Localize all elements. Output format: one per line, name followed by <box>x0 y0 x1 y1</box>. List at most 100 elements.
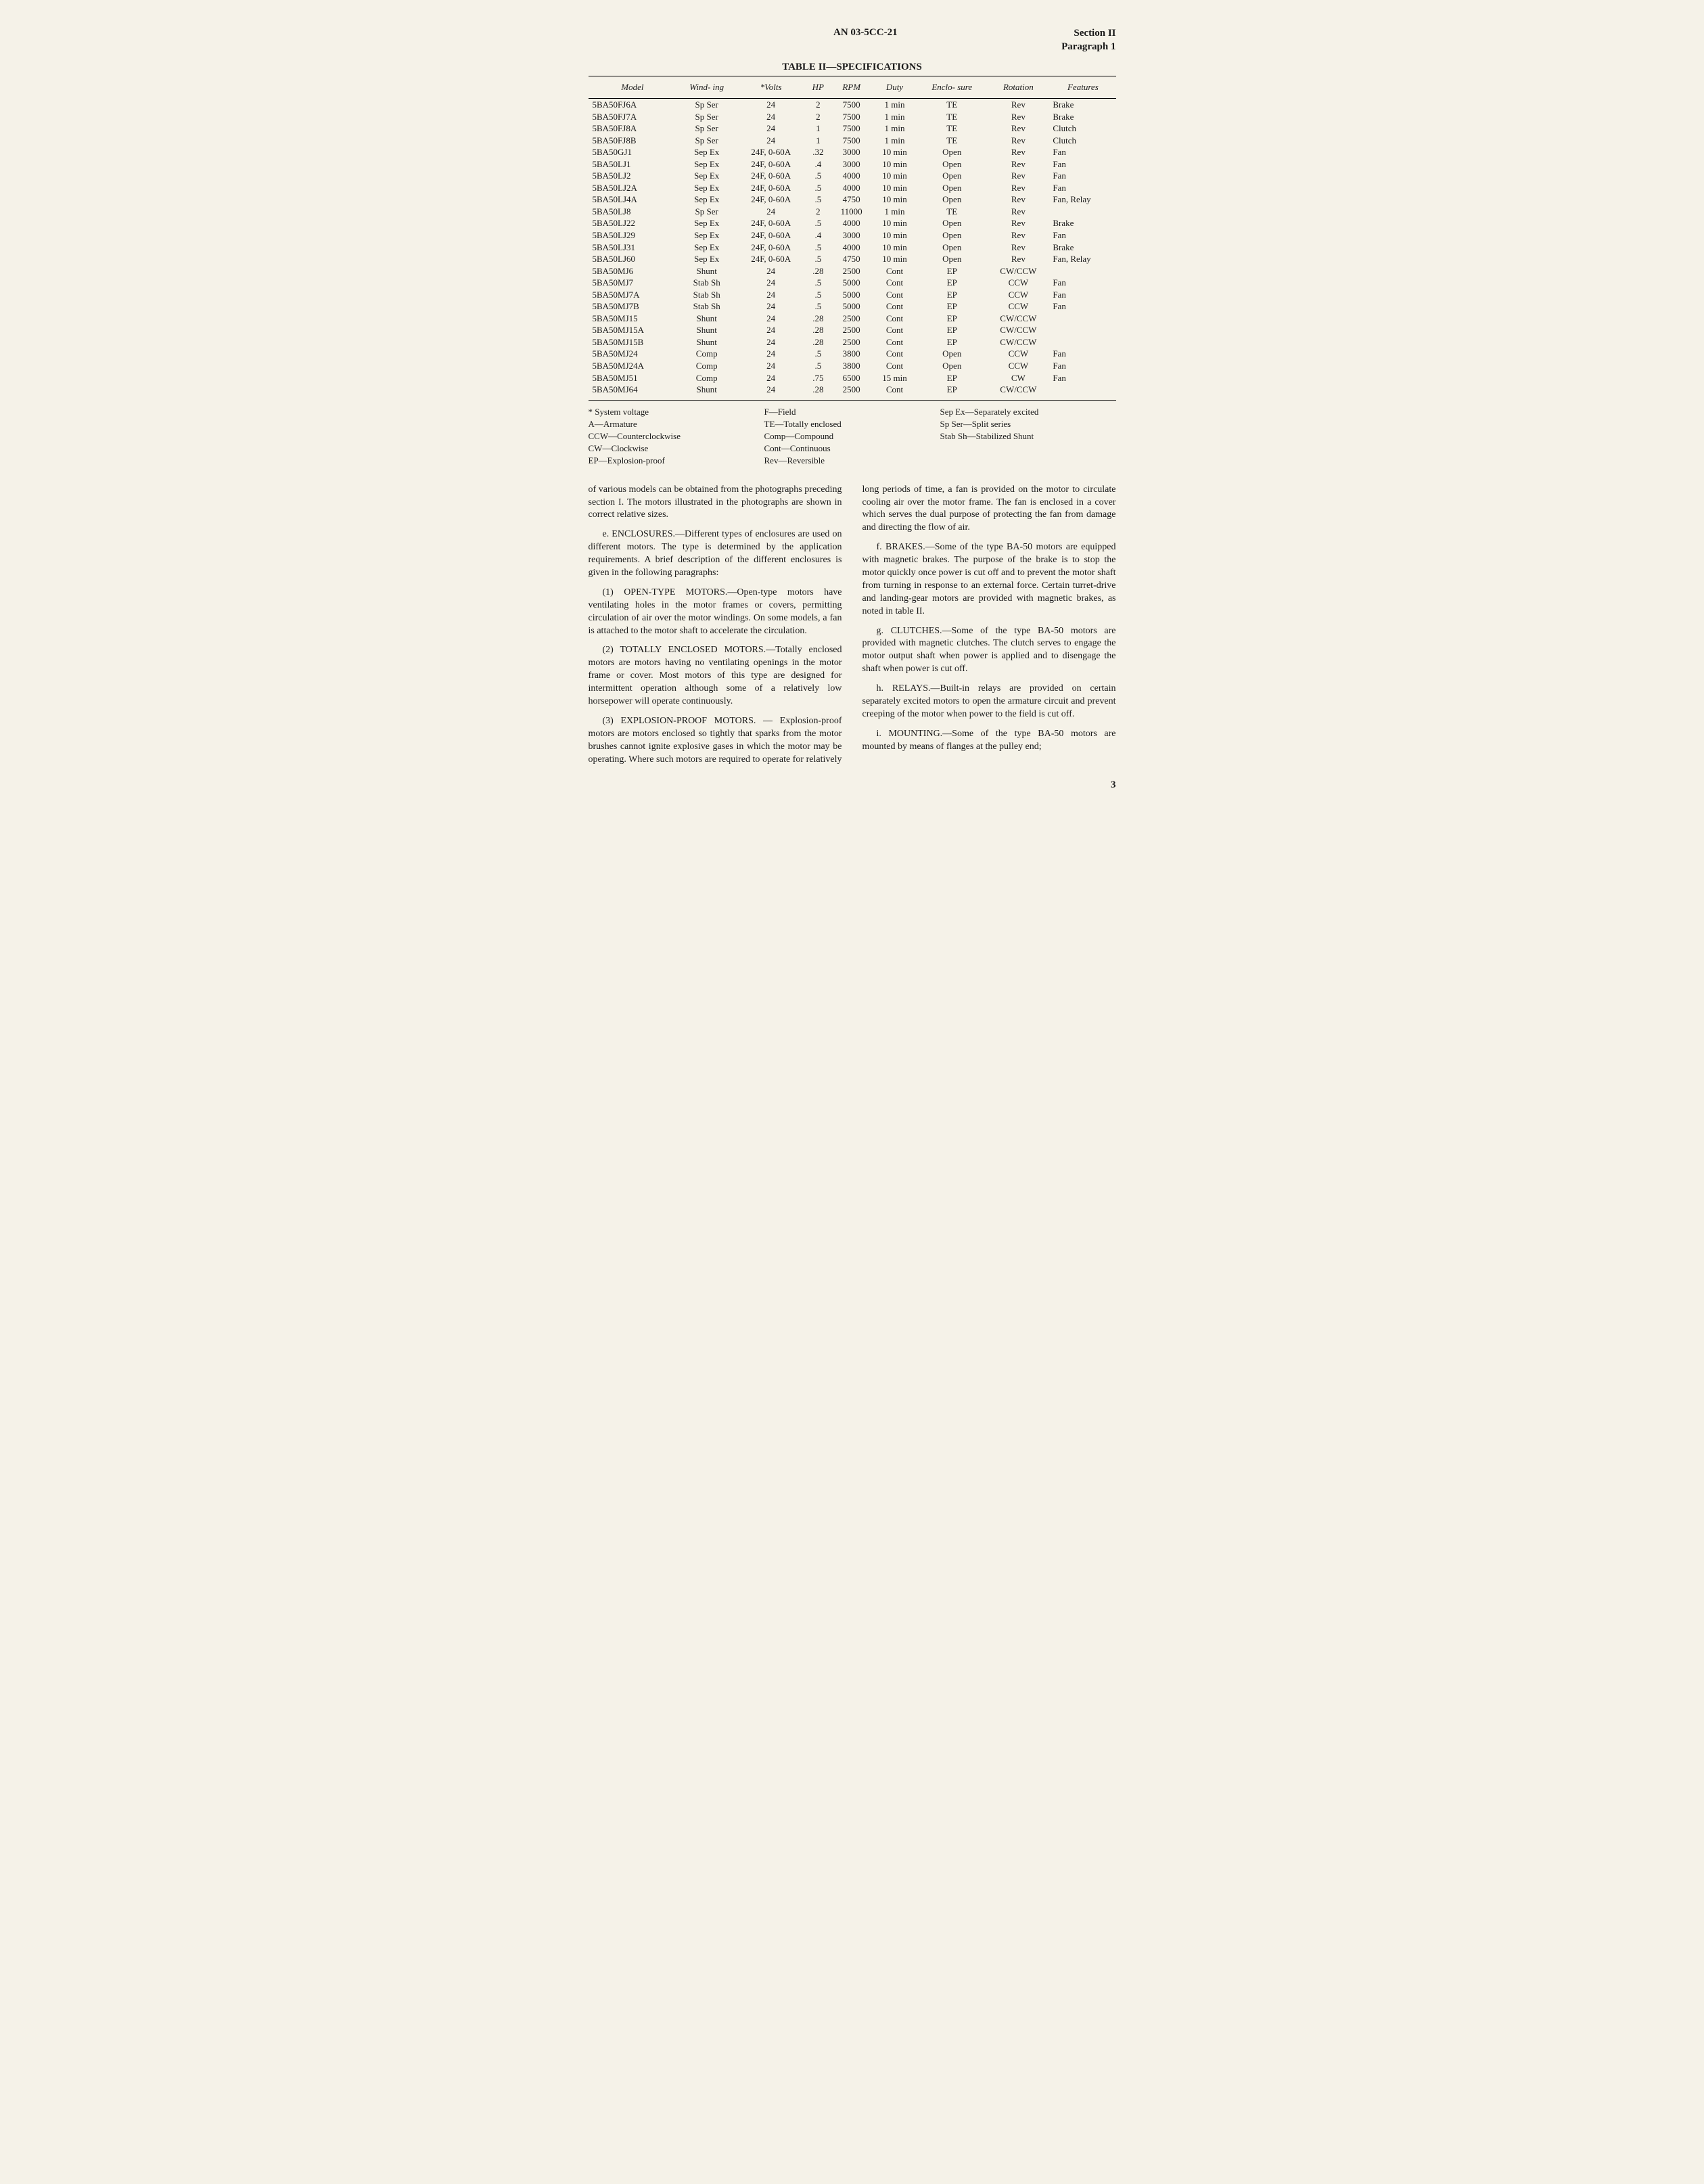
table-cell: 5BA50GJ1 <box>589 146 677 158</box>
table-cell: 5BA50LJ22 <box>589 217 677 229</box>
table-cell: Cont <box>872 313 917 325</box>
table-cell: Stab Sh <box>676 300 737 313</box>
table-row: 5BA50MJ15BShunt24.282500ContEPCW/CCW <box>589 336 1116 348</box>
table-cell: EP <box>917 289 986 301</box>
legend-item: F—Field <box>764 406 940 418</box>
table-cell: .75 <box>805 372 831 384</box>
table-cell: 24F, 0-60A <box>737 146 805 158</box>
para-relays: h. RELAYS.—Built-in relays are provided … <box>862 683 1116 721</box>
table-cell: 1 min <box>872 122 917 135</box>
table-cell: 10 min <box>872 170 917 182</box>
table-cell: Fan <box>1050 146 1115 158</box>
table-cell: 5BA50FJ8B <box>589 135 677 147</box>
table-cell: 5BA50FJ6A <box>589 99 677 111</box>
legend-item: TE—Totally enclosed <box>764 418 940 430</box>
col-model: Model <box>589 76 677 99</box>
table-cell: 3000 <box>831 158 871 170</box>
table-cell: 24 <box>737 122 805 135</box>
table-cell: Rev <box>986 206 1050 218</box>
legend-item: A—Armature <box>589 418 764 430</box>
table-cell: Comp <box>676 372 737 384</box>
table-row: 5BA50LJ4ASep Ex24F, 0-60A.5475010 minOpe… <box>589 194 1116 206</box>
table-cell: 4000 <box>831 242 871 254</box>
table-cell: Open <box>917 348 986 360</box>
table-cell: Cont <box>872 265 917 277</box>
table-title: TABLE II—SPECIFICATIONS <box>589 62 1116 73</box>
table-row: 5BA50MJ6Shunt24.282500ContEPCW/CCW <box>589 265 1116 277</box>
legend-item: Comp—Compound <box>764 430 940 442</box>
table-cell: Brake <box>1050 217 1115 229</box>
table-cell: EP <box>917 324 986 336</box>
table-cell: .5 <box>805 300 831 313</box>
table-cell: .28 <box>805 336 831 348</box>
table-cell: 5BA50MJ51 <box>589 372 677 384</box>
table-cell: Cont <box>872 348 917 360</box>
table-cell: 2 <box>805 206 831 218</box>
table-cell: 24 <box>737 111 805 123</box>
table-cell: Cont <box>872 324 917 336</box>
table-cell: Sep Ex <box>676 253 737 265</box>
para-intro: of various models can be obtained from t… <box>589 484 842 522</box>
table-cell: 7500 <box>831 122 871 135</box>
table-cell: CCW <box>986 289 1050 301</box>
table-cell: 24 <box>737 336 805 348</box>
table-cell: EP <box>917 277 986 289</box>
table-cell: 15 min <box>872 372 917 384</box>
table-cell: Sp Ser <box>676 122 737 135</box>
table-cell: CCW <box>986 348 1050 360</box>
para-enclosures: e. ENCLOSURES.—Different types of enclos… <box>589 528 842 580</box>
table-cell: Sep Ex <box>676 229 737 242</box>
table-row: 5BA50LJ31Sep Ex24F, 0-60A.5400010 minOpe… <box>589 242 1116 254</box>
table-row: 5BA50LJ8Sp Ser242110001 minTERev <box>589 206 1116 218</box>
table-cell: 5BA50LJ2 <box>589 170 677 182</box>
table-row: 5BA50LJ22Sep Ex24F, 0-60A.5400010 minOpe… <box>589 217 1116 229</box>
table-cell: 5000 <box>831 289 871 301</box>
table-cell: 1 min <box>872 99 917 111</box>
table-cell: Shunt <box>676 336 737 348</box>
table-cell: 5BA50FJ8A <box>589 122 677 135</box>
table-cell: TE <box>917 135 986 147</box>
table-cell: 24F, 0-60A <box>737 253 805 265</box>
para-mounting: i. MOUNTING.—Some of the type BA-50 moto… <box>862 728 1116 754</box>
table-cell: TE <box>917 122 986 135</box>
table-cell: 24 <box>737 324 805 336</box>
table-cell: 24F, 0-60A <box>737 242 805 254</box>
table-cell: Cont <box>872 360 917 372</box>
table-cell <box>1050 265 1115 277</box>
document-id: AN 03-5CC-21 <box>670 27 1062 39</box>
table-cell: 4000 <box>831 182 871 194</box>
legend-col-1: * System voltageA—ArmatureCCW—Counterclo… <box>589 406 764 468</box>
table-cell: 1 min <box>872 135 917 147</box>
table-cell: 24 <box>737 206 805 218</box>
table-cell: .5 <box>805 289 831 301</box>
table-cell: .4 <box>805 158 831 170</box>
para-clutches: g. CLUTCHES.—Some of the type BA-50 moto… <box>862 625 1116 677</box>
table-row: 5BA50LJ2ASep Ex24F, 0-60A.5400010 minOpe… <box>589 182 1116 194</box>
table-cell: 24 <box>737 289 805 301</box>
table-cell: Shunt <box>676 313 737 325</box>
table-cell <box>1050 336 1115 348</box>
paragraph-label: Paragraph 1 <box>1061 41 1115 54</box>
legend-item: * System voltage <box>589 406 764 418</box>
para-brakes: f. BRAKES.—Some of the type BA-50 motors… <box>862 541 1116 618</box>
table-cell: CCW <box>986 277 1050 289</box>
table-cell: TE <box>917 99 986 111</box>
table-cell: Shunt <box>676 265 737 277</box>
table-cell: Stab Sh <box>676 289 737 301</box>
table-row: 5BA50MJ64Shunt24.282500ContEPCW/CCW <box>589 384 1116 400</box>
table-cell: 5BA50LJ31 <box>589 242 677 254</box>
table-cell: Brake <box>1050 242 1115 254</box>
table-cell: 1 <box>805 135 831 147</box>
table-cell: 24 <box>737 135 805 147</box>
table-cell: .5 <box>805 253 831 265</box>
table-cell: 5BA50MJ15A <box>589 324 677 336</box>
table-cell: Rev <box>986 170 1050 182</box>
table-cell: Clutch <box>1050 135 1115 147</box>
table-cell: 1 min <box>872 206 917 218</box>
legend-col-2: F—FieldTE—Totally enclosedComp—CompoundC… <box>764 406 940 468</box>
table-cell: 2500 <box>831 336 871 348</box>
table-cell: Rev <box>986 242 1050 254</box>
col-volts: *Volts <box>737 76 805 99</box>
table-cell: Rev <box>986 182 1050 194</box>
table-cell: Cont <box>872 384 917 400</box>
